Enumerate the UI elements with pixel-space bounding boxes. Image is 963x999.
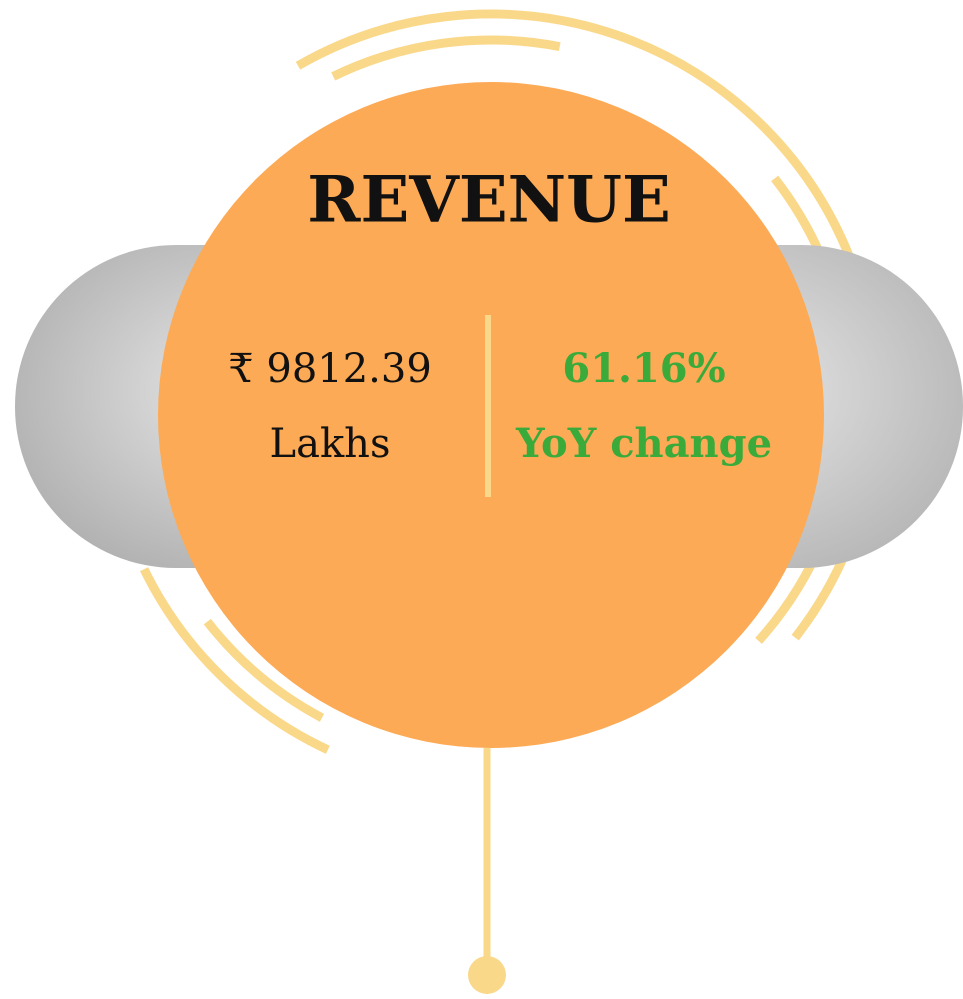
change-value: 61.16%	[562, 345, 725, 392]
revenue-unit: Lakhs	[270, 421, 391, 467]
ring-arc	[295, 9, 854, 258]
ring-arc	[203, 618, 325, 722]
ring-arc	[331, 35, 561, 81]
revenue-value: ₹ 9812.39	[228, 346, 432, 392]
change-unit: YoY change	[515, 420, 772, 467]
stem-dot	[468, 956, 506, 994]
title: REVENUE	[307, 163, 671, 238]
ring-arc	[140, 567, 330, 754]
